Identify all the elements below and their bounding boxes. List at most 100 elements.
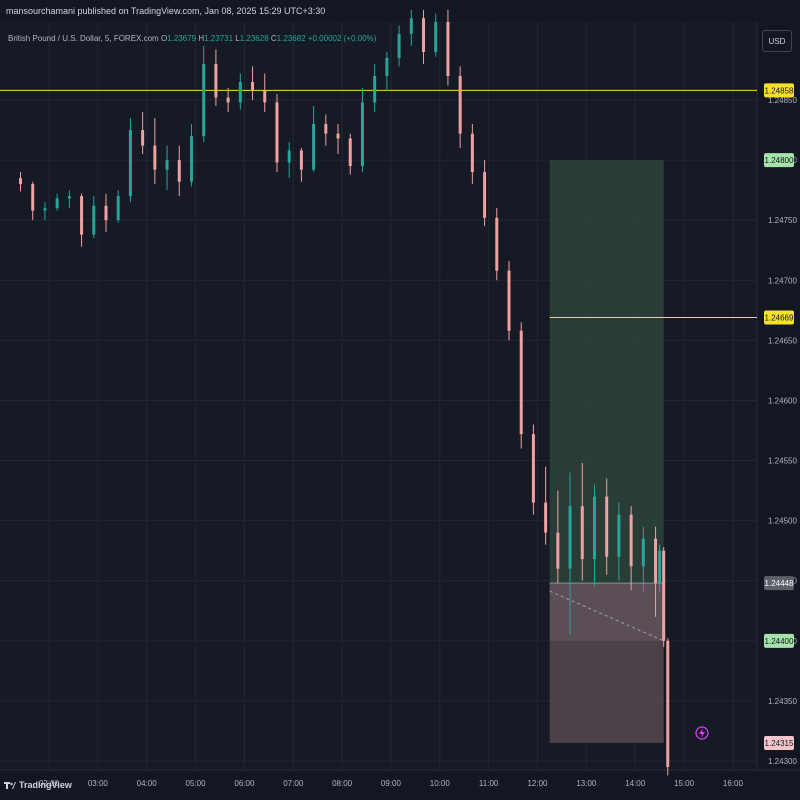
candle [128,118,132,203]
candle [458,66,462,149]
candle [495,208,499,281]
y-tick-label: 1.24650 [768,336,797,345]
candle [67,190,71,209]
candle [397,25,401,67]
price-label-text: 1.24400 [765,637,794,646]
open-value: 1.23679 [167,34,197,43]
lightning-icon [695,726,709,740]
candle-body [251,81,255,91]
candle [483,160,487,227]
candle [434,13,438,57]
high-label: H [198,34,205,43]
candle [360,87,364,173]
candle [507,261,511,341]
publish-info: mansourchamani published on TradingView.… [6,6,326,16]
y-tick-label: 1.24700 [768,276,797,285]
candle [666,638,670,776]
low-label: L [235,34,240,43]
y-tick-label: 1.24500 [768,517,797,526]
candle-body [666,640,670,768]
y-tick-label: 1.24750 [768,216,797,225]
symbol-legend: British Pound / U.S. Dollar, 5, FOREX.co… [8,34,376,43]
candle [153,118,157,185]
candle-body [202,63,206,137]
candle [592,484,596,587]
close-label: C [270,34,277,43]
price-label-box [764,310,794,325]
candle [92,196,96,239]
candle [202,45,206,143]
candle [43,202,47,221]
candle-body [531,434,535,503]
candle-body [116,196,120,221]
candle-body [360,102,364,167]
candle-body [397,33,401,58]
price-label-text: 1.24858 [765,86,794,95]
candle [556,490,560,584]
change-value: +0.00002 (+0.00%) [307,34,377,43]
candle [617,502,621,581]
x-tick-label: 05:00 [186,779,207,788]
candle-body [385,57,389,76]
candle [31,181,35,221]
candle-body [104,205,108,221]
candle-body [226,97,230,103]
candle [422,9,426,64]
candle-body [568,506,572,569]
candle [299,148,303,182]
tradingview-logo-icon [4,782,16,789]
close-value: 1.23682 [276,34,306,43]
current-loss-zone [549,583,664,641]
x-tick-label: 09:00 [381,779,402,788]
candle-body [617,514,621,557]
candle [641,526,645,593]
candle [104,193,108,233]
candle-body [434,21,438,52]
candle-body [580,506,584,560]
candle-body [409,18,413,34]
candle [544,466,548,545]
candle-body [55,198,59,209]
candle [336,124,340,155]
candle-body [641,538,645,567]
price-label-text: 1.24669 [765,314,794,323]
candle-body [312,124,316,170]
lightning-icon-ring [695,726,709,740]
candle-body [299,150,303,170]
price-label-text: 1.24448 [765,579,794,588]
candle [605,478,609,575]
candle-body [662,550,666,641]
low-value: 1.23628 [239,34,269,43]
x-tick-label: 04:00 [137,779,158,788]
candle [409,9,413,46]
x-tick-label: 15:00 [674,779,695,788]
candle-body [470,133,474,173]
candle [662,547,666,647]
tradingview-brand: TradingView [19,780,72,790]
candle [348,133,352,175]
candle-body [348,138,352,167]
candle [275,93,279,173]
currency-button[interactable]: USD [762,30,792,52]
candle-body [483,172,487,218]
price-label-text: 1.24800 [765,156,794,165]
candle-body [153,145,157,170]
candle-body [128,130,132,197]
candle [519,322,523,449]
candle [189,124,193,187]
candle [141,112,145,155]
price-label-box [764,735,794,750]
candle-body [446,21,450,76]
y-tick-label: 1.24350 [768,697,797,706]
candle-body [592,496,596,560]
candle-body [263,90,267,103]
candle-body [165,160,169,170]
candle [531,424,535,515]
y-tick-label: 1.24300 [768,757,797,766]
candle-body [422,18,426,52]
candle [116,190,120,223]
candle [658,544,662,593]
symbol-title: British Pound / U.S. Dollar, 5, FOREX.co… [8,34,159,43]
candle [165,145,169,191]
